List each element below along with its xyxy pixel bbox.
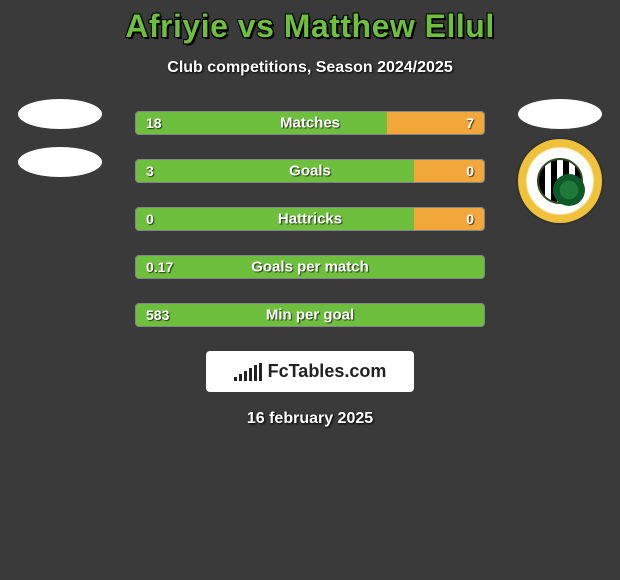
stat-bar-left xyxy=(136,208,414,230)
stat-value-right: 0 xyxy=(466,163,474,179)
brand-bar-icon xyxy=(234,377,237,381)
stat-row: 3 0 Goals xyxy=(0,159,620,183)
brand-bar-icon xyxy=(239,374,242,381)
stat-label: Goals per match xyxy=(251,259,369,276)
stat-row: 18 7 Matches xyxy=(0,111,620,135)
stats-block: 18 7 Matches 3 0 Goals 0 0 Hattricks 0.17 Goals pe… xyxy=(0,111,620,327)
stat-row: 0.17 Goals per match xyxy=(0,255,620,279)
comparison-subtitle: Club competitions, Season 2024/2025 xyxy=(0,59,620,77)
comparison-title: Afriyie vs Matthew Ellul xyxy=(0,8,620,45)
stat-bar: 0.17 Goals per match xyxy=(135,255,485,279)
stat-value-left: 0.17 xyxy=(146,259,173,275)
brand-bar-icon xyxy=(249,368,252,381)
brand-bar-icon xyxy=(254,365,257,381)
stat-value-left: 0 xyxy=(146,211,154,227)
stat-bar: 18 7 Matches xyxy=(135,111,485,135)
stat-label: Goals xyxy=(289,163,331,180)
brand-bar-icon xyxy=(259,363,262,381)
brand-bars-icon xyxy=(234,363,262,381)
stat-row: 0 0 Hattricks xyxy=(0,207,620,231)
stat-bar-left xyxy=(136,112,387,134)
stat-bar: 583 Min per goal xyxy=(135,303,485,327)
brand-box: FcTables.com xyxy=(206,351,415,392)
stat-value-left: 583 xyxy=(146,307,169,323)
snapshot-date: 16 february 2025 xyxy=(0,410,620,428)
stat-row: 583 Min per goal xyxy=(0,303,620,327)
brand-text: FcTables.com xyxy=(268,361,387,382)
stat-bar: 0 0 Hattricks xyxy=(135,207,485,231)
stat-value-left: 3 xyxy=(146,163,154,179)
brand-bar-icon xyxy=(244,371,247,381)
stat-label: Min per goal xyxy=(266,307,354,324)
stat-bar-left xyxy=(136,160,414,182)
stat-bar: 3 0 Goals xyxy=(135,159,485,183)
stat-label: Hattricks xyxy=(278,211,342,228)
stat-value-left: 18 xyxy=(146,115,162,131)
stat-value-right: 7 xyxy=(466,115,474,131)
stat-label: Matches xyxy=(280,115,340,132)
stat-value-right: 0 xyxy=(466,211,474,227)
